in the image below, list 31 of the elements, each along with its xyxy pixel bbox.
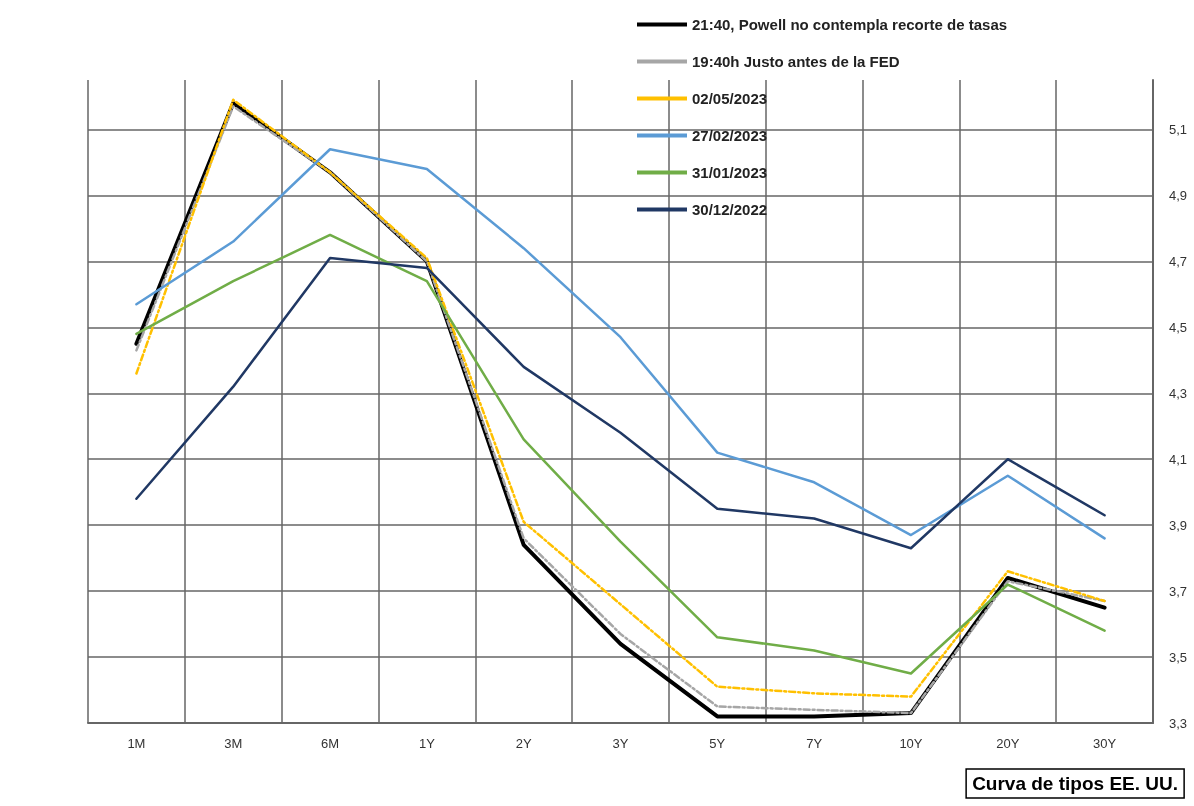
x-tick-label: 1Y [418, 736, 436, 751]
line-series [135, 256, 1106, 550]
text: Curva de tipos EE. UU. [972, 773, 1178, 794]
y-tick-label: 3,7 [1169, 583, 1188, 599]
legend-label: 19:40h Justo antes de la FED [692, 53, 900, 70]
y-tick-label: 3,9 [1169, 517, 1188, 533]
x-tick-label: 20Y [996, 736, 1020, 751]
legend-label: 21:40, Powell no contempla recorte de tasas [692, 16, 1008, 33]
legend-label: 30/12/2022 [692, 201, 768, 218]
legend-label: 27/02/2023 [692, 127, 768, 144]
y-tick-label: 4,5 [1169, 319, 1188, 335]
x-tick-label: 10Y [899, 736, 923, 751]
x-tick-label: 3Y [612, 736, 629, 751]
y-tick-label: 3,5 [1169, 649, 1188, 665]
x-tick-label: 5Y [709, 736, 726, 751]
x-tick-label: 7Y [806, 736, 823, 751]
legend-label: 31/01/2023 [692, 164, 768, 181]
line-series [135, 148, 1106, 540]
y-tick-label: 4,9 [1169, 187, 1188, 203]
x-tick-label: 1M [127, 736, 146, 751]
legend-label: 02/05/2023 [692, 90, 768, 107]
x-tick-label: 6M [321, 736, 340, 751]
x-tick-label: 2Y [515, 736, 532, 751]
x-tick-label: 3M [224, 736, 243, 751]
y-tick-label: 5,1 [1169, 121, 1188, 137]
y-tick-label: 4,1 [1169, 451, 1188, 467]
y-tick-label: 3,3 [1169, 715, 1188, 731]
line-series [135, 233, 1106, 675]
y-tick-label: 4,3 [1169, 385, 1188, 401]
x-tick-label: 30Y [1093, 736, 1117, 751]
y-tick-label: 4,7 [1169, 253, 1188, 269]
